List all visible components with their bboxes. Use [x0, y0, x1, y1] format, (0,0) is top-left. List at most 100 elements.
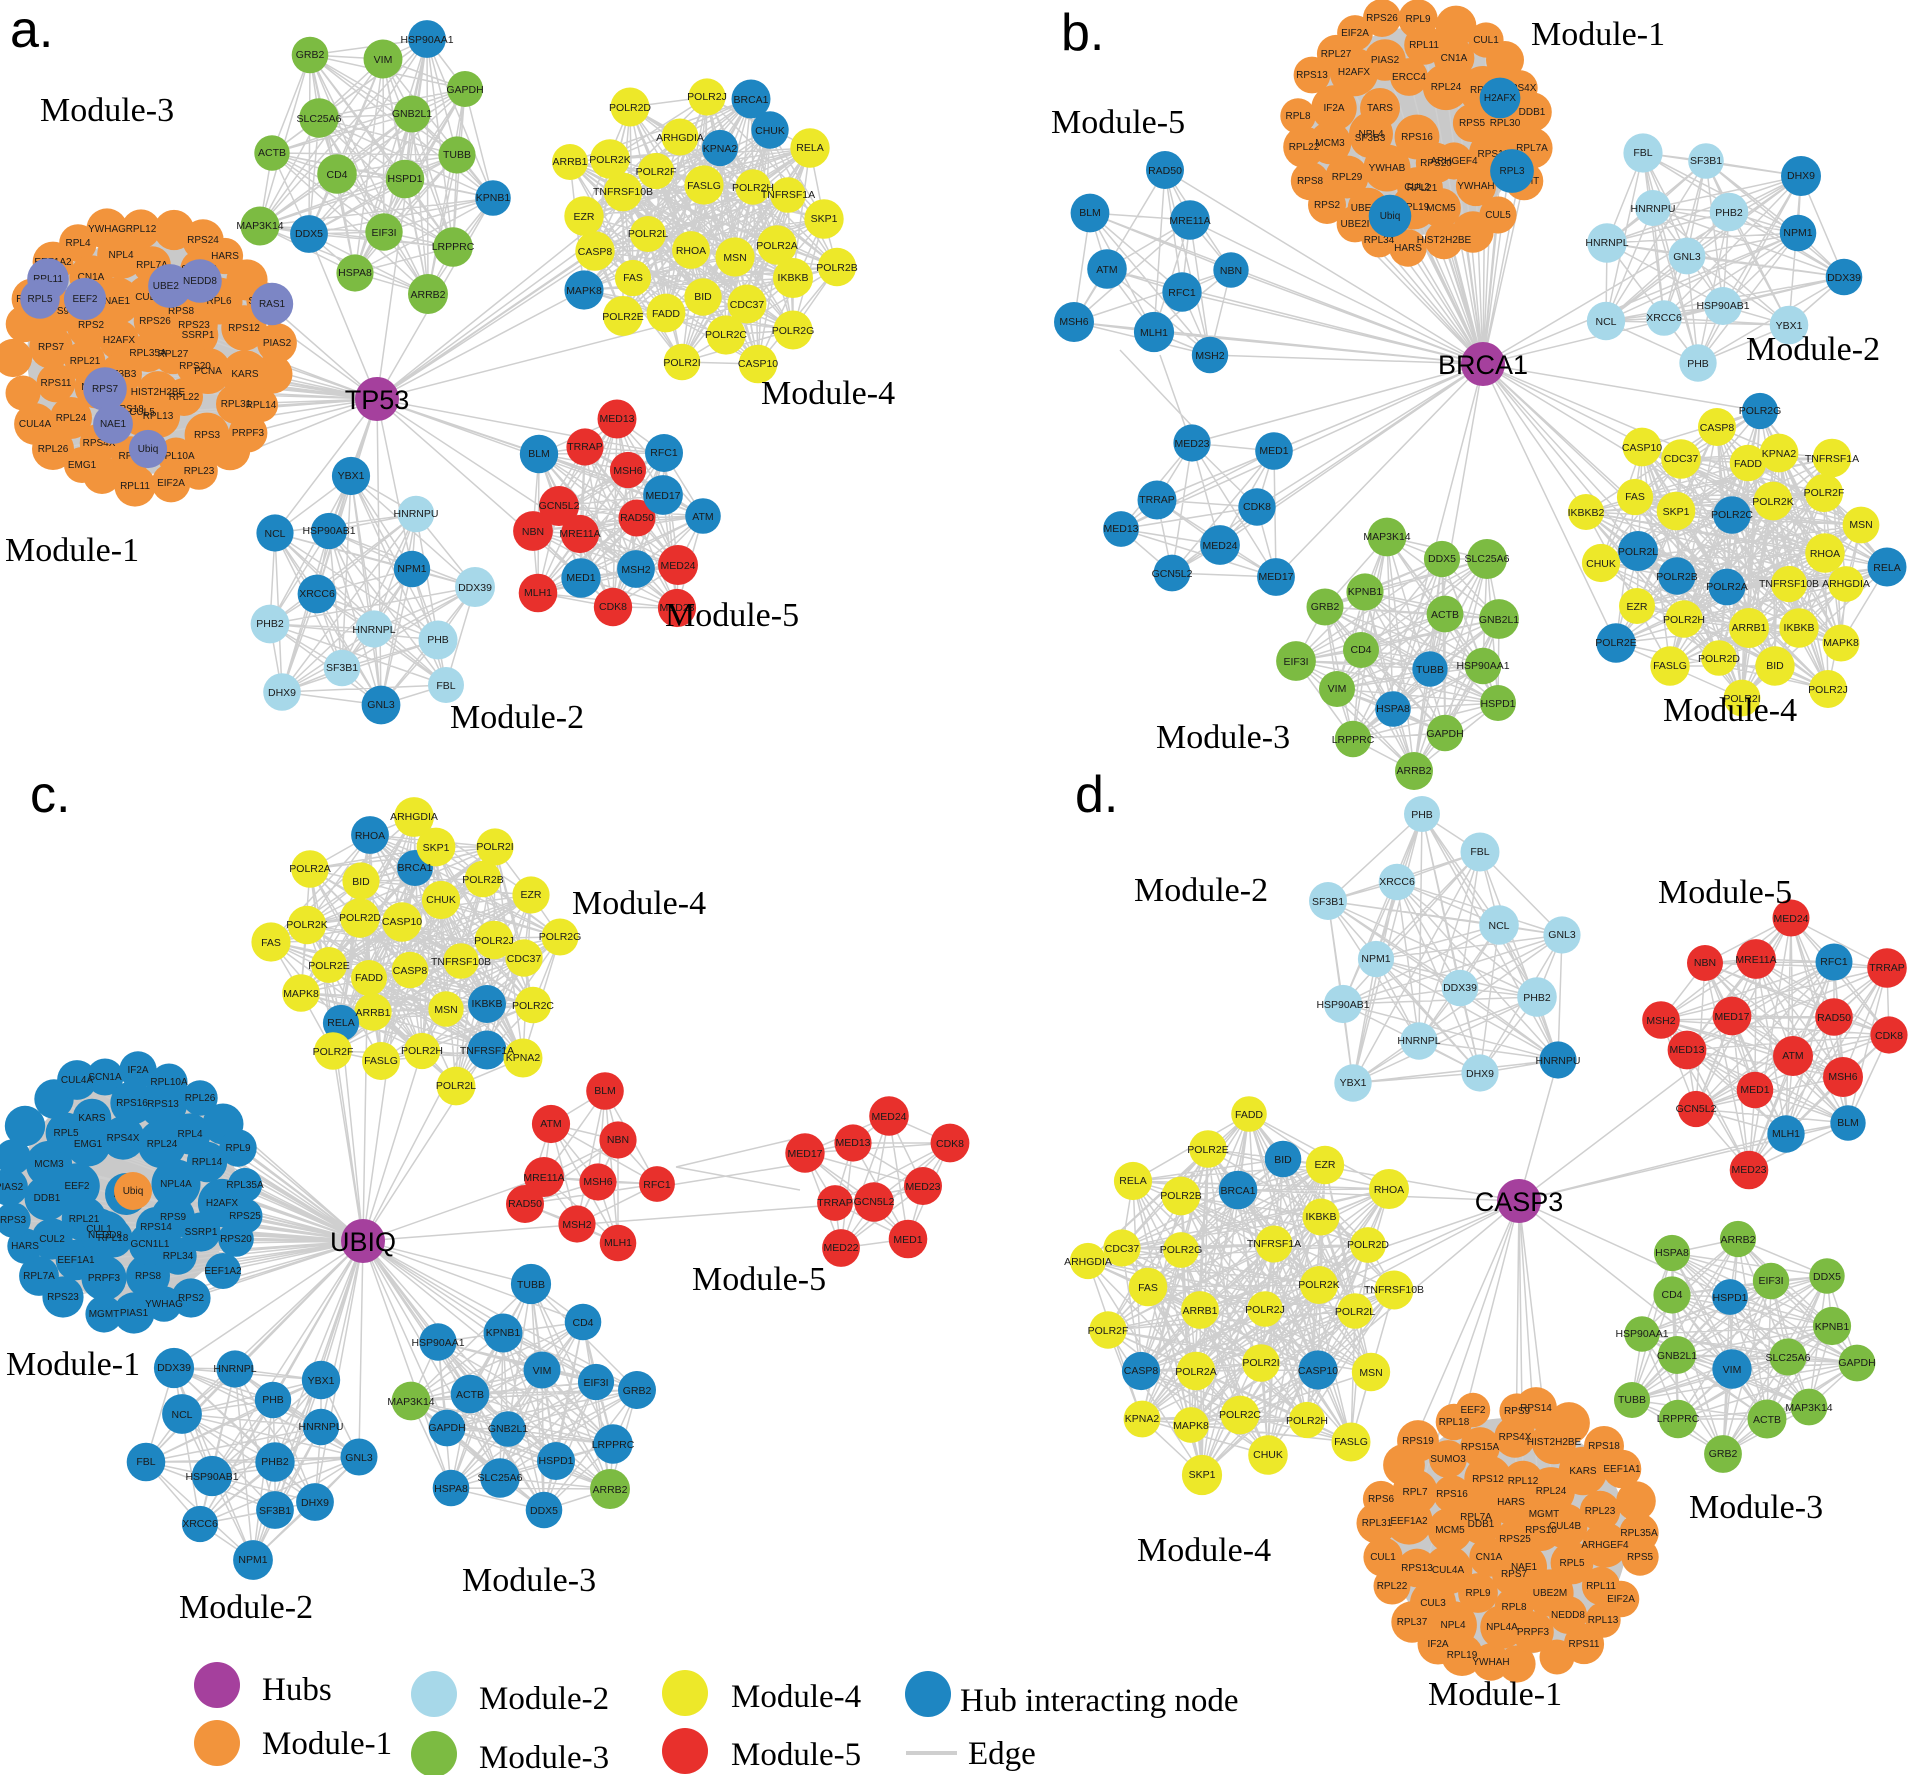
svg-text:CUL1: CUL1	[1370, 1552, 1396, 1563]
svg-text:CN1A: CN1A	[78, 272, 105, 283]
svg-text:KPNB1: KPNB1	[476, 192, 511, 204]
svg-text:RPL22: RPL22	[1289, 142, 1320, 153]
svg-text:RPS26: RPS26	[139, 316, 171, 327]
svg-text:CUL4A: CUL4A	[1432, 1565, 1465, 1576]
svg-text:DDX39: DDX39	[157, 1362, 191, 1374]
svg-text:HIST2H2BE: HIST2H2BE	[1417, 235, 1472, 246]
svg-text:RPS20: RPS20	[1420, 158, 1452, 169]
svg-text:RPL31: RPL31	[221, 399, 252, 410]
svg-text:ARRB1: ARRB1	[1182, 1305, 1217, 1317]
svg-text:FASLG: FASLG	[687, 180, 721, 192]
svg-text:RELA: RELA	[1873, 562, 1900, 574]
svg-text:RPL9: RPL9	[225, 1143, 250, 1154]
svg-text:MRE11A: MRE11A	[523, 1172, 564, 1184]
svg-text:RPS19: RPS19	[1402, 1436, 1434, 1447]
svg-text:POLR2G: POLR2G	[1160, 1244, 1203, 1256]
svg-text:HSP90AB1: HSP90AB1	[1316, 999, 1369, 1011]
svg-text:RPS8: RPS8	[135, 1271, 162, 1282]
svg-text:ACTB: ACTB	[1431, 609, 1459, 621]
svg-text:HNRNPL: HNRNPL	[1397, 1035, 1440, 1047]
svg-text:POLR2L: POLR2L	[1335, 1306, 1375, 1318]
svg-text:POLR2K: POLR2K	[1298, 1279, 1339, 1291]
svg-text:MLH1: MLH1	[524, 587, 552, 599]
svg-text:NAE1: NAE1	[1511, 1562, 1538, 1573]
svg-text:MAPK8: MAPK8	[566, 285, 602, 297]
svg-text:EZR: EZR	[574, 211, 595, 223]
svg-text:RPS9: RPS9	[43, 306, 70, 317]
svg-text:MAP3K14: MAP3K14	[387, 1396, 434, 1408]
svg-text:GCN5L2: GCN5L2	[539, 500, 580, 512]
svg-text:RPL11: RPL11	[1409, 40, 1439, 51]
svg-text:BRCA1: BRCA1	[1438, 350, 1528, 380]
svg-text:RPL21: RPL21	[70, 356, 101, 367]
svg-text:MSH2: MSH2	[1646, 1015, 1675, 1027]
svg-text:RPS2: RPS2	[1314, 200, 1341, 211]
svg-text:Ubiq: Ubiq	[138, 444, 159, 455]
svg-text:BID: BID	[694, 291, 712, 303]
svg-text:FADD: FADD	[355, 972, 383, 984]
svg-text:RPS9: RPS9	[160, 1212, 187, 1223]
svg-text:RPS23: RPS23	[47, 1292, 79, 1303]
svg-text:TRRAP: TRRAP	[1869, 962, 1905, 974]
svg-text:RPL14: RPL14	[192, 1157, 223, 1168]
svg-text:DHX9: DHX9	[268, 687, 296, 699]
svg-text:RPL18: RPL18	[1439, 1417, 1470, 1428]
svg-text:POLR2E: POLR2E	[1595, 637, 1636, 649]
svg-text:CUL2: CUL2	[39, 1234, 65, 1245]
svg-text:RPL13: RPL13	[143, 411, 174, 422]
svg-text:POLR2A: POLR2A	[1706, 581, 1747, 593]
svg-text:RPS16: RPS16	[1436, 1489, 1468, 1500]
svg-text:PHB: PHB	[262, 1394, 284, 1406]
svg-text:FAS: FAS	[623, 272, 643, 284]
svg-text:CASP8: CASP8	[1700, 422, 1735, 434]
svg-text:POLR2K: POLR2K	[286, 919, 327, 931]
svg-text:RPS4X: RPS4X	[83, 438, 116, 449]
svg-text:CDC37: CDC37	[730, 299, 765, 311]
svg-text:VIM: VIM	[1723, 1364, 1742, 1376]
svg-text:POLR2D: POLR2D	[1347, 1239, 1389, 1251]
svg-text:CUL1: CUL1	[135, 292, 161, 303]
svg-text:EIF2A: EIF2A	[1341, 28, 1369, 39]
svg-text:DDB1: DDB1	[34, 1193, 61, 1204]
svg-text:POLR2E: POLR2E	[308, 960, 349, 972]
svg-text:Module-2: Module-2	[1134, 872, 1268, 909]
svg-text:POLR2K: POLR2K	[1752, 496, 1793, 508]
svg-text:TNFRSF10B: TNFRSF10B	[1364, 1284, 1424, 1296]
svg-text:EIF3I: EIF3I	[583, 1377, 608, 1389]
svg-text:SF3B1: SF3B1	[1690, 155, 1722, 167]
svg-text:EEF2: EEF2	[64, 1181, 89, 1192]
svg-text:Hubs: Hubs	[262, 1672, 332, 1708]
svg-text:POLR2A: POLR2A	[756, 240, 797, 252]
svg-text:RPL23: RPL23	[1585, 1506, 1616, 1517]
svg-text:RELA: RELA	[327, 1017, 354, 1029]
svg-text:CASP10: CASP10	[1298, 1365, 1338, 1377]
svg-text:POLR2E: POLR2E	[1187, 1144, 1228, 1156]
svg-text:CDK8: CDK8	[1243, 501, 1271, 513]
svg-text:RPS23: RPS23	[178, 320, 210, 331]
svg-text:CASP10: CASP10	[738, 358, 778, 370]
svg-text:RPL4: RPL4	[65, 238, 90, 249]
svg-text:RPL24: RPL24	[1431, 82, 1462, 93]
svg-text:TUBB: TUBB	[517, 1279, 545, 1291]
svg-text:Module-4: Module-4	[1137, 1532, 1271, 1569]
svg-text:RPL19: RPL19	[1399, 202, 1430, 213]
svg-text:MED23: MED23	[905, 1181, 940, 1193]
svg-text:FBL: FBL	[436, 680, 455, 692]
svg-text:PIAS2: PIAS2	[0, 1182, 24, 1193]
svg-text:b.: b.	[1061, 4, 1104, 62]
svg-text:MSH6: MSH6	[1828, 1071, 1857, 1083]
svg-text:H2AFX: H2AFX	[1338, 67, 1371, 78]
svg-text:HNRNPL: HNRNPL	[213, 1363, 256, 1375]
svg-text:HARS: HARS	[1497, 1497, 1525, 1508]
svg-text:RPL27: RPL27	[1321, 49, 1352, 60]
svg-text:HARS: HARS	[11, 1241, 39, 1252]
svg-text:ARRB2: ARRB2	[1720, 1234, 1755, 1246]
svg-text:DDX5: DDX5	[530, 1505, 558, 1517]
svg-text:MAP3K14: MAP3K14	[1363, 531, 1410, 543]
svg-text:POLR2I: POLR2I	[1723, 693, 1760, 705]
svg-text:RPS16: RPS16	[116, 1098, 148, 1109]
svg-text:MCM3: MCM3	[34, 1159, 64, 1170]
svg-text:CD4: CD4	[1350, 644, 1371, 656]
svg-text:GNB2L1: GNB2L1	[1657, 1350, 1697, 1362]
svg-text:ARRB1: ARRB1	[355, 1007, 390, 1019]
